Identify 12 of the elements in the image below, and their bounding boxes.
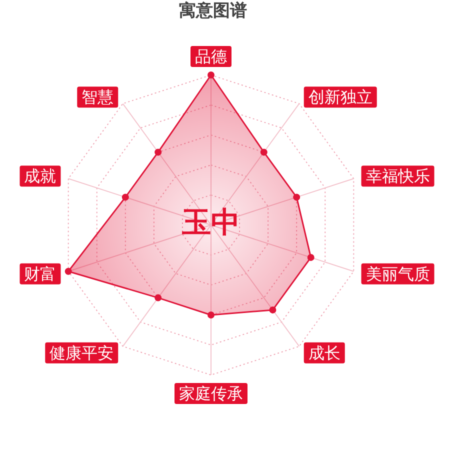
spoke-label: 品德 [195,47,227,66]
spoke-label: 美丽气质 [366,264,430,284]
chart-title: 寓意图谱 [178,1,248,21]
spoke-label: 创新独立 [308,88,372,107]
spoke-label: 智慧 [82,88,114,107]
spoke-label: 财富 [24,264,56,284]
spoke-label: 家庭传承 [179,384,243,403]
text: 玉中 [181,205,241,239]
spoke-label: 健康平安 [50,343,114,362]
spoke-label: 成长 [308,343,340,362]
spoke-label: 幸福快乐 [366,166,430,186]
spoke-label: 成就 [24,166,56,186]
